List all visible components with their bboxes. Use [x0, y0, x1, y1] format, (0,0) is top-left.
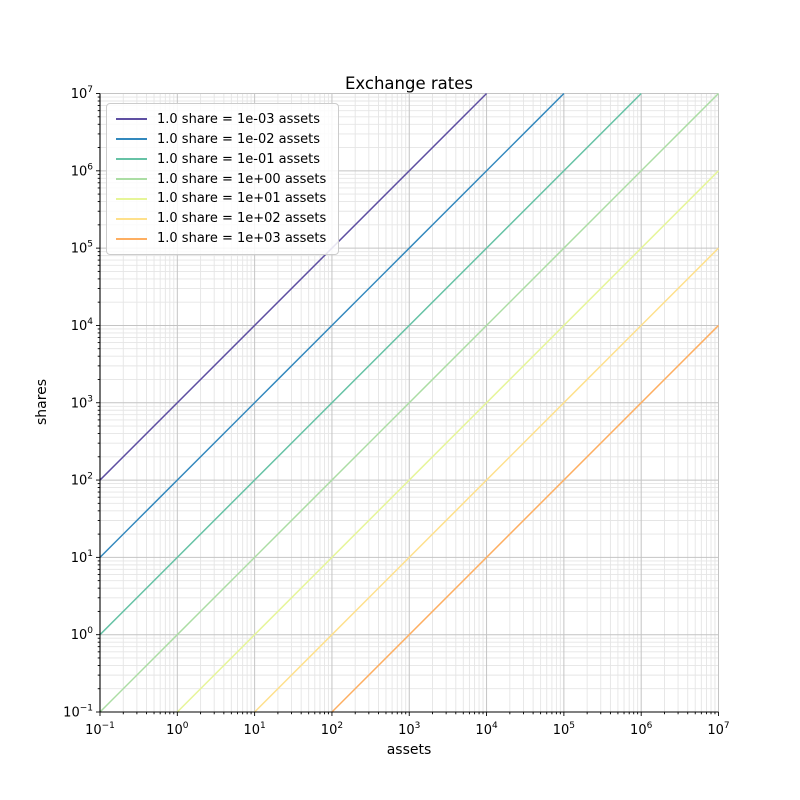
legend: 1.0 share = 1e-03 assets 1.0 share = 1e-0… [106, 103, 339, 255]
series-line [99, 92, 488, 481]
legend-item: 1.0 share = 1e+02 assets [116, 211, 332, 226]
x-tick-label: 106 [630, 721, 653, 738]
y-tick-label: 100 [71, 626, 94, 643]
legend-label: 1.0 share = 1e-01 assets [157, 151, 321, 167]
series-line [254, 247, 720, 713]
x-tick-label: 105 [553, 721, 575, 738]
series-line [331, 324, 720, 713]
legend-label: 1.0 share = 1e-02 assets [157, 131, 321, 147]
legend-item: 1.0 share = 1e-01 assets [116, 152, 332, 167]
x-tick-label: 104 [475, 721, 498, 738]
legend-label: 1.0 share = 1e+00 assets [157, 171, 327, 187]
y-tick-label: 101 [71, 549, 93, 566]
series-line [99, 92, 565, 558]
legend-label: 1.0 share = 1e+03 assets [157, 231, 327, 247]
y-tick-label: 106 [71, 162, 94, 179]
series-line [99, 92, 642, 636]
x-tick-label: 100 [166, 721, 189, 738]
legend-item: 1.0 share = 1e-03 assets [116, 112, 332, 127]
legend-line-swatch [116, 178, 147, 180]
y-tick-label: 102 [71, 472, 93, 489]
legend-item: 1.0 share = 1e+01 assets [116, 191, 332, 206]
legend-line-swatch [116, 197, 147, 200]
series-line [176, 170, 720, 713]
legend-line-swatch [116, 217, 147, 220]
legend-label: 1.0 share = 1e+01 assets [157, 191, 327, 207]
legend-line-swatch [116, 237, 147, 240]
y-tick-label: 10−1 [63, 704, 93, 721]
legend-item: 1.0 share = 1e-02 assets [116, 132, 332, 147]
y-axis-label: shares [34, 378, 50, 426]
legend-line-swatch [116, 158, 147, 161]
y-tick-label: 107 [71, 85, 93, 102]
y-tick-label: 105 [71, 240, 93, 257]
legend-line-swatch [116, 138, 147, 141]
y-tick-label: 104 [71, 317, 94, 334]
legend-label: 1.0 share = 1e-03 assets [157, 111, 321, 127]
legend-line-swatch [116, 118, 147, 121]
series-line [99, 92, 720, 713]
legend-item: 1.0 share = 1e+00 assets [116, 172, 332, 187]
x-tick-label: 10−1 [85, 721, 115, 738]
legend-item: 1.0 share = 1e+03 assets [116, 231, 332, 246]
x-tick-label: 101 [243, 721, 265, 738]
x-tick-label: 102 [321, 721, 343, 738]
y-tick-label: 103 [71, 394, 93, 411]
chart-title: Exchange rates [345, 74, 473, 93]
legend-label: 1.0 share = 1e+02 assets [157, 211, 327, 227]
x-axis-label: assets [386, 742, 432, 758]
x-tick-label: 103 [398, 721, 420, 738]
x-tick-label: 107 [707, 721, 729, 738]
